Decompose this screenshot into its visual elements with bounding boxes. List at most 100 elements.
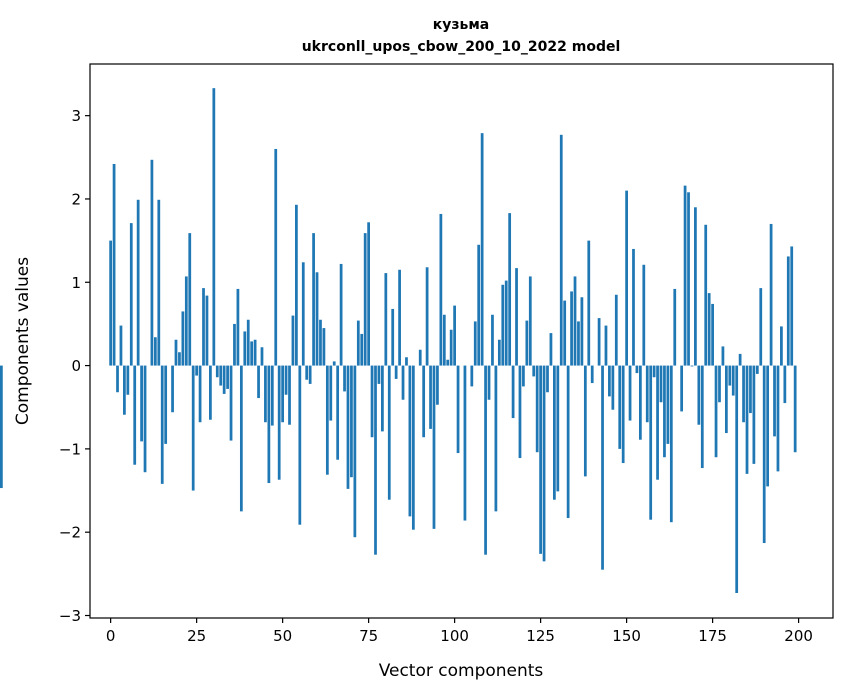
bar bbox=[769, 223, 773, 366]
bar bbox=[666, 365, 670, 444]
bar bbox=[453, 305, 456, 366]
bar bbox=[752, 365, 756, 464]
bar bbox=[164, 365, 168, 444]
y-tick-label: −3 bbox=[59, 607, 81, 625]
bar bbox=[157, 199, 161, 366]
bar bbox=[408, 365, 412, 517]
bar bbox=[205, 295, 209, 366]
bar bbox=[446, 359, 450, 366]
bar bbox=[656, 365, 659, 480]
bar bbox=[112, 163, 116, 366]
bar bbox=[260, 347, 264, 366]
bar bbox=[707, 293, 711, 366]
bar bbox=[697, 365, 701, 425]
bar bbox=[246, 319, 250, 366]
bar bbox=[776, 365, 780, 472]
bar bbox=[226, 365, 229, 389]
y-tick-label: 2 bbox=[71, 190, 81, 208]
bar bbox=[683, 185, 687, 366]
bar bbox=[281, 365, 284, 423]
bar bbox=[611, 365, 615, 410]
bar bbox=[738, 353, 742, 366]
bar bbox=[559, 134, 563, 366]
bar bbox=[680, 365, 684, 412]
bar bbox=[184, 276, 188, 366]
bar bbox=[780, 326, 783, 366]
bar bbox=[405, 357, 408, 366]
bar bbox=[350, 365, 353, 478]
bar bbox=[336, 365, 340, 460]
bar bbox=[735, 365, 739, 594]
bar bbox=[264, 365, 267, 423]
bar bbox=[480, 133, 484, 366]
bar bbox=[484, 365, 487, 555]
bar bbox=[363, 233, 367, 366]
bar bbox=[319, 319, 322, 366]
bar bbox=[580, 297, 584, 366]
bar bbox=[608, 365, 611, 397]
bar bbox=[160, 365, 164, 484]
bar bbox=[642, 264, 646, 366]
bar bbox=[546, 365, 549, 393]
bar bbox=[501, 284, 505, 366]
bar bbox=[391, 308, 395, 366]
bar bbox=[766, 365, 770, 487]
bar bbox=[652, 365, 656, 378]
bar bbox=[219, 365, 223, 386]
bar bbox=[759, 288, 763, 366]
bar bbox=[322, 328, 326, 366]
bar bbox=[178, 352, 181, 366]
bar bbox=[222, 365, 226, 394]
bar bbox=[714, 365, 718, 458]
bar bbox=[700, 365, 704, 469]
bar bbox=[188, 233, 192, 366]
bar bbox=[473, 321, 477, 366]
y-tick-label: −2 bbox=[59, 524, 81, 542]
bar bbox=[755, 365, 759, 374]
bar bbox=[212, 88, 216, 366]
bar bbox=[209, 365, 212, 420]
bar bbox=[590, 365, 594, 384]
bar bbox=[522, 365, 525, 387]
bar bbox=[436, 365, 439, 405]
bar bbox=[638, 365, 642, 440]
bar bbox=[253, 339, 257, 366]
bar bbox=[215, 365, 219, 378]
bar bbox=[762, 365, 766, 544]
bar bbox=[566, 365, 570, 519]
x-axis-label: Vector components bbox=[379, 661, 544, 681]
bar bbox=[773, 365, 776, 437]
bar bbox=[353, 365, 357, 538]
bar bbox=[604, 325, 608, 366]
bar bbox=[542, 365, 546, 562]
bar bbox=[515, 268, 518, 366]
x-tick-label: 25 bbox=[187, 627, 206, 645]
bar bbox=[377, 365, 381, 384]
bar bbox=[583, 365, 587, 477]
bar bbox=[119, 325, 123, 366]
bar bbox=[432, 365, 436, 529]
bar bbox=[587, 240, 591, 366]
bar bbox=[140, 365, 143, 442]
bar bbox=[339, 263, 343, 366]
bar bbox=[312, 233, 315, 366]
bar bbox=[553, 365, 556, 500]
y-axis-label: Components values bbox=[13, 257, 33, 425]
bar bbox=[628, 365, 632, 421]
bar bbox=[229, 365, 233, 441]
y-tick-label: −1 bbox=[59, 440, 81, 458]
bar bbox=[150, 159, 154, 366]
x-tick-label: 50 bbox=[273, 627, 292, 645]
bar bbox=[449, 329, 453, 366]
y-tick-label: 0 bbox=[71, 357, 81, 375]
bar bbox=[153, 337, 157, 366]
bar bbox=[663, 365, 666, 458]
bar bbox=[394, 365, 398, 379]
bar bbox=[687, 192, 690, 366]
bar bbox=[422, 365, 426, 438]
chart-title-line-1: кузьма bbox=[433, 17, 490, 33]
bar bbox=[635, 365, 639, 374]
bar bbox=[511, 365, 515, 419]
bar bbox=[718, 365, 721, 403]
